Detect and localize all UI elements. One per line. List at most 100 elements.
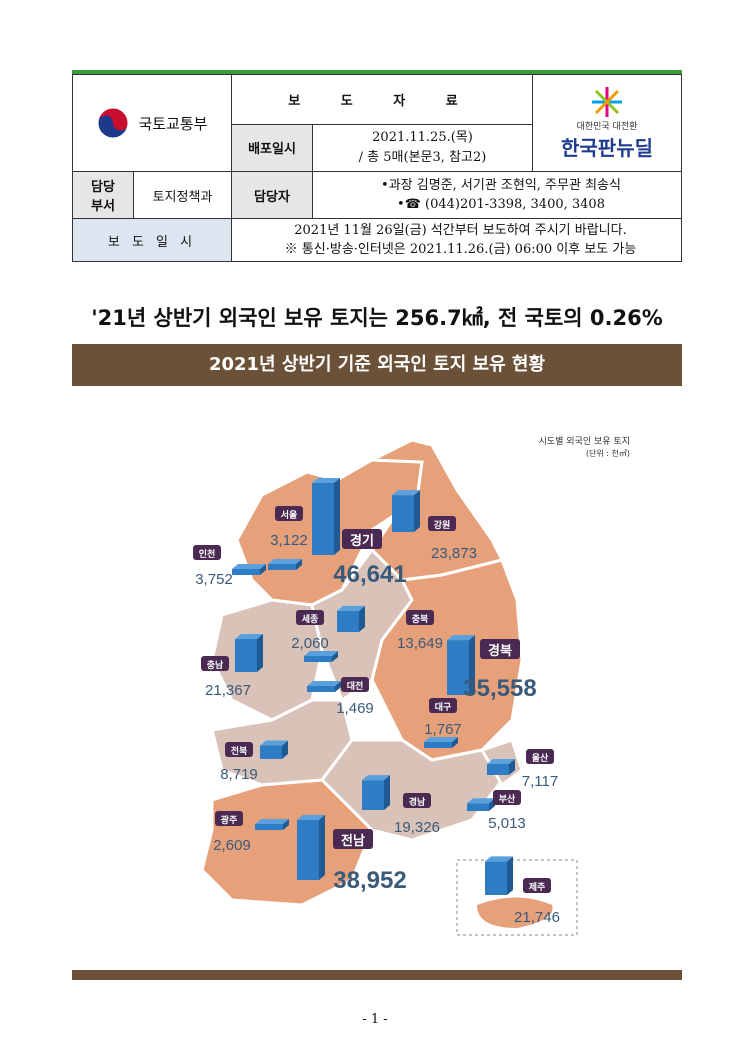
region-name-전북: 전북 (231, 745, 248, 757)
bar-side-광주 (283, 819, 289, 830)
page-number: - 1 - (362, 1012, 388, 1027)
region-label-bg-세종 (296, 610, 324, 625)
region-value-강원: 23,873 (431, 545, 477, 562)
region-name-부산: 부산 (499, 793, 516, 805)
region-label-bg-서울 (275, 506, 303, 521)
region-name-충북: 충북 (412, 613, 429, 625)
header-top-line (72, 70, 682, 74)
region-value-충북: 13,649 (397, 635, 443, 652)
bar-side-인천 (260, 564, 266, 575)
bar-front-경북 (447, 640, 469, 695)
bar-top-경남 (362, 775, 390, 781)
land-jeju (477, 897, 553, 928)
region-value-인천: 3,752 (195, 571, 233, 588)
region-value-광주: 2,609 (213, 837, 251, 854)
region-bar-울산 (487, 759, 515, 775)
new-deal-star-icon (592, 87, 622, 117)
bar-top-충남 (235, 634, 263, 640)
region-name-광주: 광주 (221, 814, 238, 826)
bar-side-충남 (257, 634, 263, 672)
bar-top-경북 (447, 635, 475, 641)
bar-side-경기 (334, 478, 340, 555)
bar-front-충남 (235, 639, 257, 672)
bar-front-대전 (307, 686, 335, 692)
legend-unit: (단위 : 천㎡) (586, 448, 630, 458)
legend-title: 시도별 외국인 보유 토지 (539, 435, 630, 447)
bar-top-전남 (297, 814, 325, 820)
region-name-전남: 전남 (341, 833, 365, 849)
region-value-경남: 19,326 (394, 819, 440, 836)
bar-front-서울 (268, 564, 296, 570)
bar-top-광주 (255, 819, 289, 824)
bar-side-대전 (335, 681, 341, 692)
bar-side-제주 (507, 856, 513, 895)
region-label-bg-전북 (225, 742, 253, 757)
bar-front-부산 (467, 803, 489, 811)
region-value-충남: 21,367 (205, 682, 251, 699)
bar-side-강원 (414, 490, 420, 532)
taegeuk-icon (97, 107, 129, 139)
headline: '21년 상반기 외국인 보유 토지는 256.7㎢, 전 국토의 0.26% (91, 306, 663, 330)
bar-top-강원 (392, 490, 420, 496)
embargo-line-1: 2021년 11월 26일(금) 석간부터 보도하여 주시기 바랍니다. (294, 223, 627, 238)
bar-top-경기 (312, 478, 340, 483)
region-label-bg-경기 (342, 529, 382, 549)
release-pages: / 총 5매(본문3, 참고2) (358, 149, 487, 165)
contact-label: 담당자 (231, 171, 313, 219)
embargo-line-2: ※ 통신·방송·인터넷은 2021.11.26.(금) 06:00 이후 보도 … (284, 242, 637, 257)
region-label-bg-전남 (333, 829, 373, 849)
region-label-bg-대구 (429, 698, 457, 713)
region-bar-경남 (362, 775, 390, 810)
bar-front-울산 (487, 764, 509, 775)
bar-top-부산 (467, 798, 495, 804)
bar-front-광주 (255, 824, 283, 830)
region-label-bg-인천 (193, 545, 221, 560)
region-label-bg-제주 (523, 878, 551, 893)
bar-top-전북 (260, 740, 288, 746)
region-bar-충북 (337, 605, 365, 632)
new-deal-name: 한국판뉴딜 (561, 136, 653, 160)
region-bar-제주 (485, 856, 513, 895)
region-label-bg-충남 (201, 656, 229, 671)
region-name-인천: 인천 (199, 549, 216, 560)
bar-front-경기 (312, 483, 334, 555)
korean-new-deal-logo-cell: 대한민국 대전환 한국판뉴딜 (532, 74, 682, 172)
region-name-대전: 대전 (347, 680, 364, 692)
region-bar-부산 (467, 798, 495, 811)
bar-front-전남 (297, 819, 319, 880)
bar-top-제주 (485, 856, 513, 862)
bar-front-전북 (260, 745, 282, 759)
region-label-bg-울산 (526, 749, 554, 764)
region-name-경남: 경남 (409, 796, 426, 808)
region-label-bg-광주 (215, 811, 243, 826)
bar-top-인천 (232, 564, 266, 569)
document-title: 보 도 자 료 (231, 74, 533, 125)
region-bar-서울 (268, 559, 302, 570)
region-name-울산: 울산 (532, 752, 549, 764)
region-value-서울: 3,122 (270, 532, 308, 549)
bar-front-강원 (392, 495, 414, 532)
bar-front-제주 (485, 861, 507, 895)
bar-front-경남 (362, 780, 384, 810)
land-jeonnam (200, 778, 374, 907)
bar-front-대구 (424, 742, 452, 748)
region-value-경기: 46,641 (333, 561, 406, 588)
embargo-label: 보 도 일 시 (72, 218, 232, 262)
region-label-bg-강원 (428, 516, 456, 531)
new-deal-tagline: 대한민국 대전환 (576, 122, 638, 132)
bar-top-서울 (268, 559, 302, 564)
bar-side-전북 (282, 740, 288, 759)
bar-side-경북 (469, 635, 475, 695)
region-bar-대전 (307, 681, 341, 692)
region-bar-전남 (297, 814, 325, 880)
region-bar-충남 (235, 634, 263, 672)
region-bar-세종 (304, 651, 338, 662)
korea-map-infographic: 시도별 외국인 보유 토지 (단위 : 천㎡) 경기 46,641 전남 38,952… (72, 400, 682, 970)
region-label-bg-경남 (403, 793, 431, 808)
region-value-경북: 35,558 (463, 675, 536, 702)
region-name-대구: 대구 (435, 701, 452, 713)
press-release-header: 국토교통부 보 도 자 료 대한민국 대전환 한국판뉴딜 배포일시 2021.1… (72, 74, 682, 262)
region-bar-강원 (392, 490, 420, 532)
region-value-전남: 38,952 (333, 867, 406, 894)
bottom-bar (72, 970, 682, 980)
